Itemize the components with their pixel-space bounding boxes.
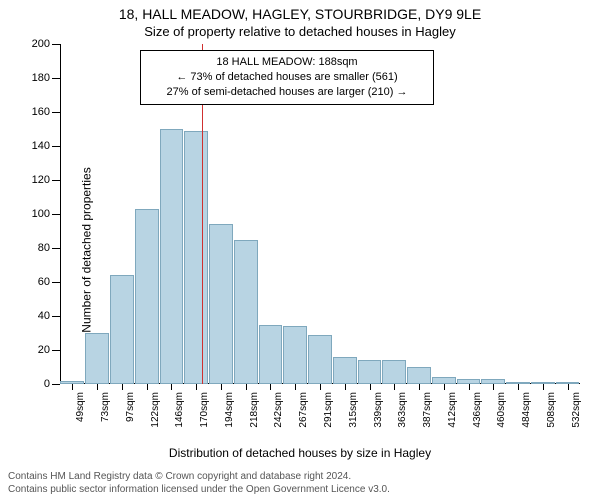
x-tick — [97, 384, 98, 390]
footer-line-1: Contains HM Land Registry data © Crown c… — [8, 471, 390, 484]
x-tick-label: 170sqm — [199, 392, 210, 428]
y-tick-label: 80 — [38, 242, 50, 254]
y-tick — [52, 248, 60, 249]
y-tick — [52, 78, 60, 79]
annotation-line-2: ← 73% of detached houses are smaller (56… — [147, 70, 427, 85]
histogram-bar — [135, 209, 159, 384]
x-tick-label: 49sqm — [75, 392, 86, 422]
x-tick — [320, 384, 321, 390]
x-tick — [469, 384, 470, 390]
x-tick — [122, 384, 123, 390]
x-tick-label: 146sqm — [174, 392, 185, 428]
histogram-bar — [407, 367, 431, 384]
x-tick-label: 97sqm — [125, 392, 136, 422]
y-tick — [52, 350, 60, 351]
x-tick-label: 532sqm — [571, 392, 582, 428]
y-tick-label: 140 — [32, 140, 50, 152]
y-tick — [52, 316, 60, 317]
y-tick — [52, 146, 60, 147]
x-tick — [295, 384, 296, 390]
y-tick — [52, 112, 60, 113]
x-tick-label: 242sqm — [273, 392, 284, 428]
x-tick-label: 508sqm — [546, 392, 557, 428]
histogram-bar — [209, 224, 233, 384]
x-tick-label: 218sqm — [249, 392, 260, 428]
histogram-bar — [333, 357, 357, 384]
annotation-box: 18 HALL MEADOW: 188sqm← 73% of detached … — [140, 50, 434, 105]
x-tick — [370, 384, 371, 390]
x-tick — [196, 384, 197, 390]
histogram-bar — [432, 377, 456, 384]
y-tick-label: 20 — [38, 344, 50, 356]
x-tick-label: 363sqm — [397, 392, 408, 428]
x-tick — [221, 384, 222, 390]
chart-subtitle: Size of property relative to detached ho… — [0, 24, 600, 39]
y-tick-label: 180 — [32, 72, 50, 84]
x-tick — [444, 384, 445, 390]
x-tick — [394, 384, 395, 390]
x-tick-label: 387sqm — [422, 392, 433, 428]
y-tick-label: 160 — [32, 106, 50, 118]
x-tick-label: 194sqm — [224, 392, 235, 428]
annotation-line-1: 18 HALL MEADOW: 188sqm — [147, 55, 427, 70]
y-axis-line — [60, 44, 61, 384]
histogram-bar — [160, 129, 184, 384]
y-tick — [52, 180, 60, 181]
x-tick-label: 267sqm — [298, 392, 309, 428]
y-tick-label: 120 — [32, 174, 50, 186]
annotation-line-3: 27% of semi-detached houses are larger (… — [147, 85, 427, 100]
x-axis-label: Distribution of detached houses by size … — [0, 446, 600, 460]
x-tick-label: 291sqm — [323, 392, 334, 428]
y-tick — [52, 44, 60, 45]
x-tick — [147, 384, 148, 390]
x-tick — [72, 384, 73, 390]
y-tick — [52, 384, 60, 385]
y-tick-label: 60 — [38, 276, 50, 288]
y-tick — [52, 214, 60, 215]
x-tick-label: 460sqm — [496, 392, 507, 428]
histogram-bar — [234, 240, 258, 385]
x-tick-label: 484sqm — [521, 392, 532, 428]
y-tick-label: 40 — [38, 310, 50, 322]
chart-stage: 18, HALL MEADOW, HAGLEY, STOURBRIDGE, DY… — [0, 0, 600, 500]
x-tick-label: 436sqm — [472, 392, 483, 428]
x-tick — [419, 384, 420, 390]
x-tick-label: 122sqm — [150, 392, 161, 428]
histogram-bar — [85, 333, 109, 384]
x-tick-label: 339sqm — [373, 392, 384, 428]
x-tick — [171, 384, 172, 390]
y-tick-label: 100 — [32, 208, 50, 220]
histogram-bar — [110, 275, 134, 384]
x-tick-label: 73sqm — [100, 392, 111, 422]
x-tick — [568, 384, 569, 390]
y-tick-label: 200 — [32, 38, 50, 50]
y-tick-label: 0 — [44, 378, 50, 390]
histogram-bar — [259, 325, 283, 385]
x-tick — [543, 384, 544, 390]
plot-area: 02040608010012014016018020049sqm73sqm97s… — [60, 44, 580, 384]
histogram-bar — [283, 326, 307, 384]
x-tick — [518, 384, 519, 390]
y-tick — [52, 282, 60, 283]
x-tick — [345, 384, 346, 390]
chart-title: 18, HALL MEADOW, HAGLEY, STOURBRIDGE, DY… — [0, 6, 600, 22]
x-tick — [270, 384, 271, 390]
histogram-bar — [358, 360, 382, 384]
histogram-bar — [308, 335, 332, 384]
x-tick-label: 412sqm — [447, 392, 458, 428]
x-tick — [246, 384, 247, 390]
x-tick-label: 315sqm — [348, 392, 359, 428]
footer-line-2: Contains public sector information licen… — [8, 484, 390, 497]
histogram-bar — [382, 360, 406, 384]
histogram-bar — [184, 131, 208, 384]
x-tick — [493, 384, 494, 390]
footer-attribution: Contains HM Land Registry data © Crown c… — [8, 471, 390, 496]
